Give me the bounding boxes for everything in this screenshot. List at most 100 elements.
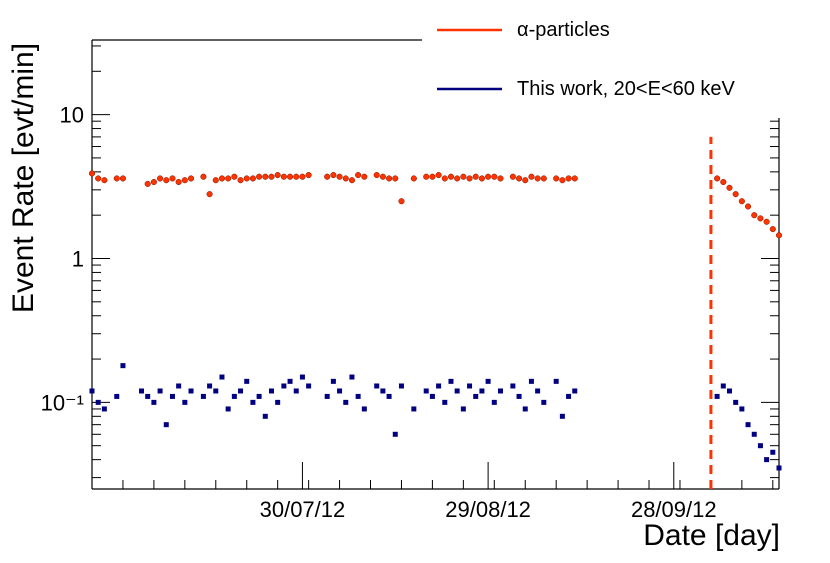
alpha-particles-point [169,175,176,182]
alpha-particles-point [287,173,294,180]
alpha-particles-point [348,177,355,184]
this-work-point [423,388,429,394]
alpha-particles-point [763,218,770,225]
alpha-particles-point [225,175,232,182]
alpha-particles-point [738,198,745,205]
this-work-point [213,388,219,394]
this-work-point [287,378,293,384]
alpha-particles-point [472,173,479,180]
this-work-point [559,413,565,419]
this-work-point [95,399,101,405]
alpha-particles-point [386,175,393,182]
alpha-particles-point [293,173,300,180]
alpha-particles-point [732,191,739,198]
this-work-point [268,388,274,394]
this-work-point [299,374,305,380]
this-work-point [163,422,169,428]
this-work-point [386,393,392,399]
alpha-particles-point [200,173,207,180]
alpha-particles-point [423,173,430,180]
chart-markers [88,170,783,471]
this-work-point [330,378,336,384]
this-work-point [225,406,231,412]
this-work-point [281,383,287,389]
this-work-point [726,388,732,394]
this-work-point [442,399,448,405]
this-work-point [349,374,355,380]
alpha-particles-point [435,172,442,179]
alpha-particles-point [497,175,504,182]
alpha-particles-point [113,175,120,182]
alpha-particles-point [757,215,764,222]
this-work-point [491,399,497,405]
alpha-particles-point [101,177,108,184]
this-work-point [720,383,726,389]
alpha-particles-point [485,173,492,180]
y-axis-ticks: 10⁻¹ 1 10 [41,45,779,479]
this-work-point [101,406,107,412]
this-work-point [429,393,435,399]
this-work-point [770,449,776,455]
this-work-point [572,388,578,394]
alpha-particles-point [361,173,368,180]
this-work-point [516,393,522,399]
this-work-point [374,383,380,389]
this-work-point [541,399,547,405]
alpha-particles-point [559,177,566,184]
this-work-point [733,399,739,405]
alpha-particles-point [478,175,485,182]
this-work-point [306,383,312,389]
this-work-point [535,388,541,394]
this-work-point [467,383,473,389]
alpha-particles-point [274,172,281,179]
this-work-point [776,465,782,471]
this-work-point [169,393,175,399]
y-tick-label: 10⁻¹ [41,390,84,415]
alpha-particles-point [466,175,473,182]
x-axis-ticks: 30/07/12 29/08/12 28/09/12 [91,462,774,522]
this-work-point [757,443,763,449]
this-work-point [510,383,516,389]
legend: α-particles This work, 20<E<60 keV [437,19,736,100]
alpha-particles-point [206,191,213,198]
alpha-particles-point [720,178,727,186]
this-work-point [764,457,770,463]
this-work-point [751,431,757,437]
alpha-particles-point [447,173,455,180]
alpha-particles-point [491,173,498,180]
alpha-particles-point [714,175,721,182]
alpha-particles-point [745,203,752,210]
this-work-point [231,393,237,399]
alpha-particles-point [187,175,195,182]
alpha-particles-point [540,175,547,182]
this-work-point [207,383,213,389]
alpha-particles-point [726,184,733,191]
this-work-point [355,393,361,399]
this-work-point [120,363,126,369]
alpha-particles-point [212,177,219,184]
alpha-particles-point [243,175,250,182]
this-work-point [460,406,466,412]
alpha-particles-point [751,212,758,219]
alpha-particles-point [88,170,96,177]
alpha-particles-point [460,173,467,180]
alpha-particles-point [256,173,263,180]
plot-frame [91,39,780,490]
y-axis-label: Event Rate [evt/min] [7,43,40,313]
this-work-point [411,406,417,412]
this-work-point [250,399,256,405]
this-work-point [361,406,367,412]
alpha-particles-point [534,175,541,182]
this-work-point [145,393,151,399]
x-tick-label: 30/07/12 [260,497,346,522]
this-work-point [256,393,262,399]
alpha-particles-point [565,175,572,182]
this-work-point [553,378,559,384]
alpha-particles-point [268,173,275,180]
this-work-point [473,393,479,399]
y-tick-label: 1 [72,246,84,271]
alpha-particles-point [454,175,461,182]
this-work-point [497,388,503,394]
alpha-particles-point [379,173,386,180]
